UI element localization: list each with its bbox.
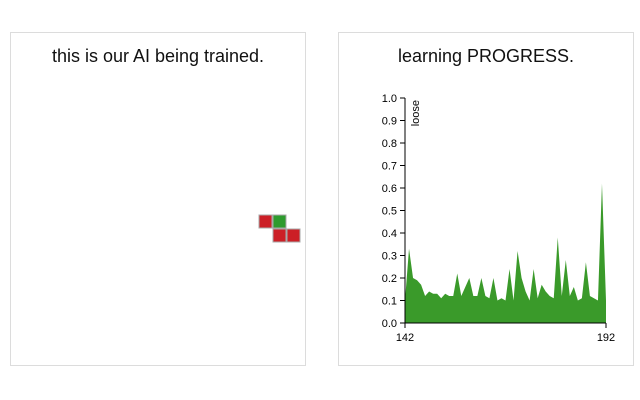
y-tick-label: 0.4 <box>382 228 397 240</box>
chart-panel-title: learning PROGRESS. <box>397 46 575 66</box>
y-tick-label: 0.2 <box>382 273 397 285</box>
y-tick-label: 0.3 <box>382 251 397 263</box>
game-panel-title: this is our AI being trained. <box>51 46 265 66</box>
game-board <box>258 214 301 243</box>
enemy-cell <box>272 228 287 243</box>
y-tick-label: 1.0 <box>382 93 397 105</box>
y-tick-label: 0.7 <box>382 161 397 173</box>
chart-panel: learning PROGRESS. 0.0 0.1 0.2 0.3 0.4 0.5 0.6… <box>338 32 634 366</box>
enemy-cell <box>286 228 301 243</box>
y-tick-label: 0.0 <box>382 318 397 330</box>
y-tick-label: 0.1 <box>382 296 397 308</box>
progress-chart: 0.0 0.1 0.2 0.3 0.4 0.5 0.6 0.7 0.8 0.9 1.0 142 192 l… <box>382 93 615 344</box>
y-tick-label: 0.9 <box>382 116 397 128</box>
loss-area-series <box>405 183 606 323</box>
x-tick-label: 142 <box>396 332 414 344</box>
y-axis-label: loose <box>410 100 422 126</box>
y-tick-label: 0.5 <box>382 206 397 218</box>
game-panel: this is our AI being trained. <box>10 32 306 366</box>
enemy-cell <box>258 214 273 229</box>
x-tick-label: 192 <box>597 332 615 344</box>
agent-cell <box>272 214 287 229</box>
y-tick-label: 0.8 <box>382 138 397 150</box>
y-tick-label: 0.6 <box>382 183 397 195</box>
